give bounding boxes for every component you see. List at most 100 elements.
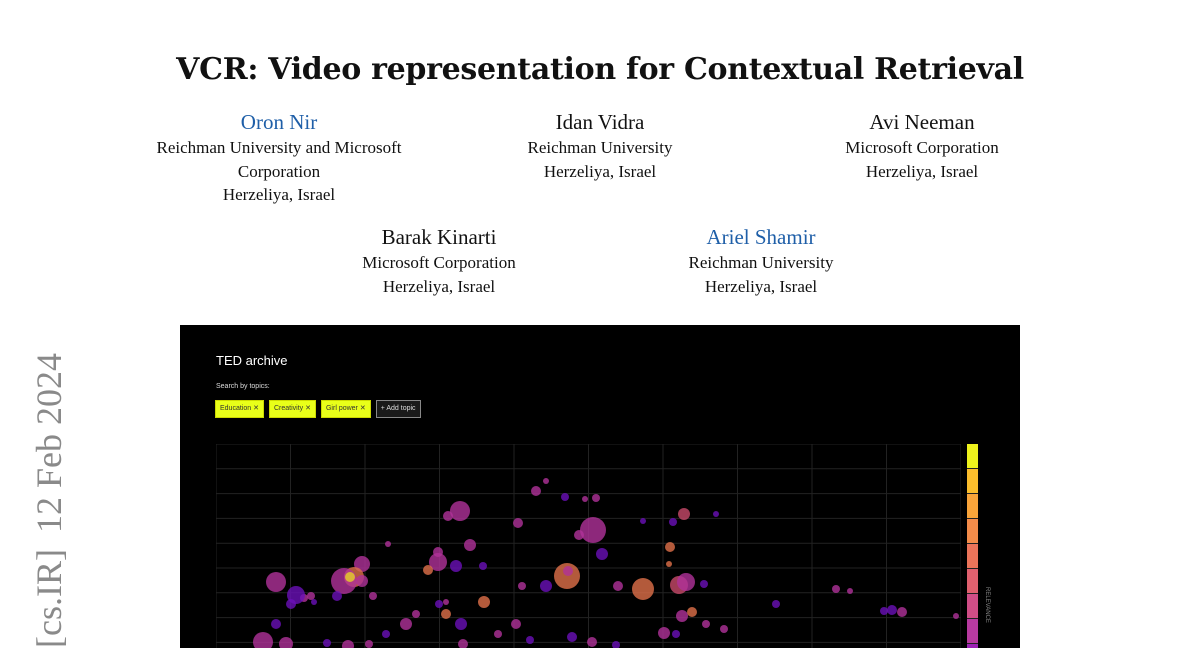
topic-chip-creativity[interactable]: Creativity ✕ (268, 400, 316, 418)
video-bubble (443, 511, 453, 521)
video-bubble (640, 518, 646, 524)
add-topic-button[interactable]: + Add topic (375, 400, 421, 418)
video-bubble (400, 618, 412, 630)
video-bubble (253, 632, 273, 648)
video-bubble (443, 599, 449, 605)
video-bubble (513, 518, 523, 528)
video-bubble (435, 600, 443, 608)
author-name: Avi Neeman (869, 110, 975, 134)
video-bubble (540, 580, 552, 592)
chip-label: Girl power (325, 405, 358, 412)
affiliation-line: Herzeliya, Israel (382, 276, 496, 296)
colorbar-segment (967, 619, 978, 644)
paper-title: VCR: Video representation for Contextual… (176, 52, 1024, 87)
author-avi-neeman: Avi Neeman Microsoft Corporation Herzeli… (762, 108, 1082, 183)
author-oron-nir: Oron Nir Reichman University and Microso… (119, 108, 439, 207)
affiliation-line: Corporation (237, 161, 321, 181)
close-icon[interactable]: ✕ (305, 405, 311, 412)
video-bubble (331, 568, 357, 594)
video-bubble (494, 630, 502, 638)
video-bubble (458, 639, 468, 648)
video-bubble (772, 600, 780, 608)
video-bubble (582, 496, 588, 502)
video-bubble (332, 591, 342, 601)
video-bubble (677, 573, 695, 591)
video-bubble (385, 541, 391, 547)
chip-label: Education (220, 405, 252, 412)
video-bubble (518, 582, 526, 590)
affiliation-line: Herzeliya, Israel (865, 161, 979, 181)
video-bubble (342, 640, 354, 648)
topic-chip-education[interactable]: Education ✕ (215, 400, 264, 418)
affiliation-line: Microsoft Corporation (362, 253, 516, 272)
video-bubble (323, 639, 331, 647)
colorbar-segment (967, 494, 978, 519)
teaser-figure: TED archive Search by topics: Education … (180, 325, 1020, 648)
search-label: Search by topics: (216, 383, 270, 390)
video-bubble (423, 565, 433, 575)
affiliation-line: Reichman University and Microsoft (156, 138, 402, 157)
video-bubble (666, 561, 672, 567)
author-name: Idan Vidra (555, 110, 645, 134)
video-bubble (365, 640, 373, 648)
video-bubble (720, 625, 728, 633)
video-bubble (887, 605, 897, 615)
video-bubble (561, 493, 569, 501)
video-bubble (713, 511, 719, 517)
video-bubble (574, 530, 584, 540)
video-bubble (832, 585, 840, 593)
app-title: TED archive (216, 353, 288, 368)
video-bubble (478, 596, 490, 608)
video-bubble (311, 599, 317, 605)
video-bubble (687, 607, 697, 617)
video-bubble (455, 618, 467, 630)
video-bubble (531, 486, 541, 496)
affiliation-line: Microsoft Corporation (845, 138, 999, 157)
relevance-colorbar (967, 444, 978, 648)
video-bubble (382, 630, 390, 638)
affiliation-line: Herzeliya, Israel (222, 185, 336, 204)
video-bubble (897, 607, 907, 617)
author-name[interactable]: Ariel Shamir (706, 225, 816, 249)
colorbar-segment (967, 544, 978, 569)
video-bubble (665, 542, 675, 552)
video-bubble (580, 517, 606, 543)
video-bubble (847, 588, 853, 594)
video-bubble (612, 641, 620, 648)
affiliation-line: Reichman University (688, 253, 834, 272)
video-bubble (632, 578, 654, 600)
colorbar-segment (967, 469, 978, 494)
chip-label: Creativity (273, 405, 304, 412)
close-icon[interactable]: ✕ (359, 405, 366, 412)
video-bubble (307, 592, 315, 600)
video-bubble (596, 548, 608, 560)
author-ariel-shamir: Ariel Shamir Reichman University Herzeli… (601, 223, 921, 298)
video-bubble (554, 563, 580, 589)
video-bubble (464, 539, 476, 551)
topic-chip-girl-power[interactable]: Girl power ✕ (320, 400, 371, 418)
affiliation-line: Reichman University (527, 138, 673, 157)
video-bubble (613, 581, 623, 591)
video-bubble (567, 632, 577, 642)
author-name[interactable]: Oron Nir (240, 110, 318, 134)
author-idan-vidra: Idan Vidra Reichman University Herzeliya… (440, 108, 760, 183)
video-bubble (587, 637, 597, 647)
topic-chips: Education ✕ Creativity ✕ Girl power ✕ + … (215, 400, 421, 418)
video-bubble (266, 572, 286, 592)
arxiv-date: 12 Feb 2024 (29, 353, 69, 534)
video-bubble (450, 560, 462, 572)
video-bubble (543, 478, 549, 484)
video-bubble (702, 620, 710, 628)
video-bubble (479, 562, 487, 570)
video-bubble (658, 627, 670, 639)
arxiv-category: [cs.IR] (29, 549, 69, 648)
bubble-plot (216, 444, 961, 648)
author-barak-kinarti: Barak Kinarti Microsoft Corporation Herz… (279, 223, 599, 298)
video-bubble (678, 508, 690, 520)
close-icon[interactable]: ✕ (253, 405, 259, 412)
colorbar-label: RELEVANCE (984, 587, 990, 623)
affiliation-line: Herzeliya, Israel (704, 276, 818, 296)
video-bubble (511, 619, 521, 629)
colorbar-segment (967, 644, 978, 648)
